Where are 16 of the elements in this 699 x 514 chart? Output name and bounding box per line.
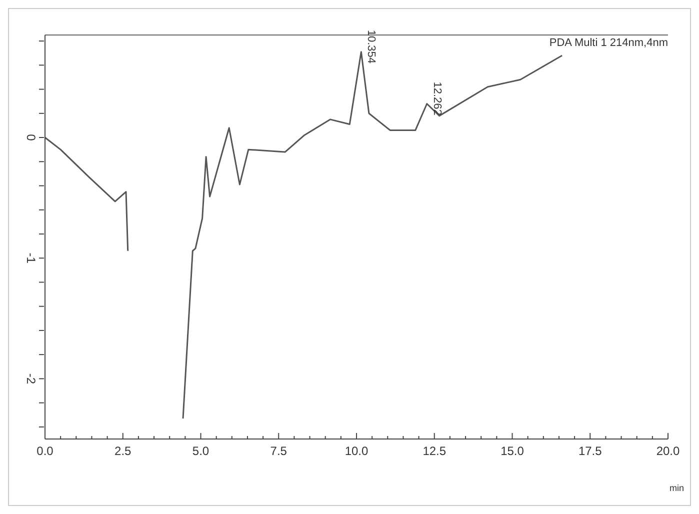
x-tick-label: 0.0 [36,444,54,458]
x-tick-label: 7.5 [270,444,288,458]
x-tick-label: 20.0 [656,444,680,458]
y-tick-label: -1 [24,252,38,264]
y-tick-label: 0 [24,134,38,142]
x-tick-label: 5.0 [192,444,210,458]
x-tick-label: 10.0 [344,444,368,458]
annotation: 10.354 [365,30,378,64]
x-tick-label: 12.5 [422,444,446,458]
y-tick-label: -2 [24,373,38,384]
x-tick-label: 17.5 [578,444,602,458]
x-tick-label: 2.5 [114,444,132,458]
x-axis-title: min [669,483,684,493]
x-tick-label: 15.0 [500,444,524,458]
annotation: PDA Multi 1 214nm,4nm [549,37,668,49]
annotation: 12.262 [430,82,443,116]
